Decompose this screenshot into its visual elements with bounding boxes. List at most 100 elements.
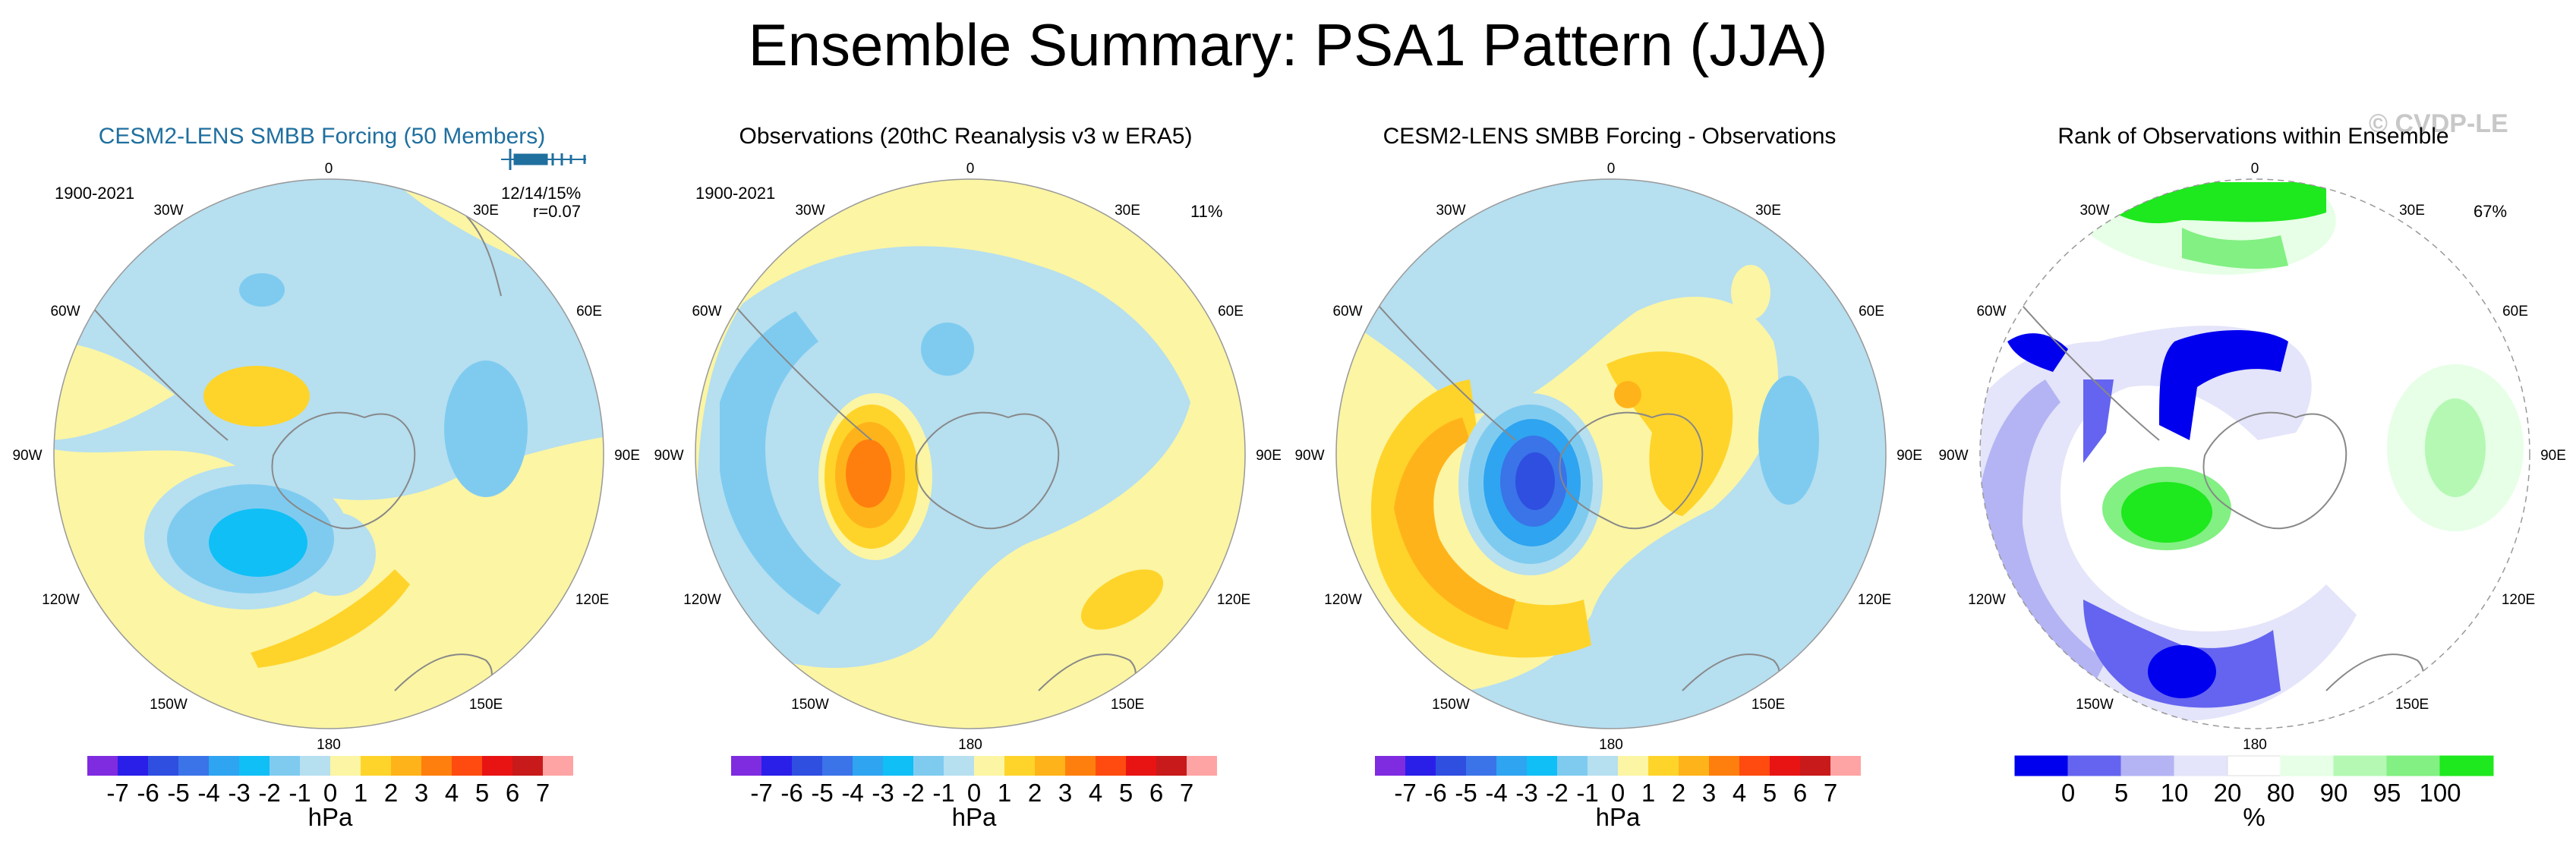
colorbar-tick-label: 3 (1058, 779, 1072, 807)
colorbar-swatch (2067, 755, 2122, 776)
colorbar-swatch (761, 756, 792, 776)
negative-anomaly-region (720, 311, 841, 615)
colorbar-swatch (2280, 755, 2335, 776)
antarctica-coast (2202, 411, 2347, 530)
colorbar-swatch (2439, 755, 2494, 776)
colorbar-swatch (330, 756, 361, 776)
colorbar-swatch (482, 756, 512, 776)
colorbar-swatch (2174, 755, 2228, 776)
colorbar-swatch (1065, 756, 1096, 776)
colorbar-swatch (944, 756, 974, 776)
colorbar-tick-label: 0 (323, 779, 337, 807)
colorbar-tick-label: -6 (137, 779, 159, 807)
colorbar-unit: hPa (1596, 803, 1641, 831)
positive-anomaly-region (54, 342, 175, 440)
rank-region-low (2159, 330, 2288, 440)
colorbar-swatch (1466, 756, 1496, 776)
colorbar-tick-label: -7 (1394, 779, 1416, 807)
colorbar-tick-label: -3 (1515, 779, 1537, 807)
colorbar-swatch (2014, 755, 2069, 776)
colorbar-tick-label: 20 (2214, 779, 2242, 807)
colorbar-swatch (452, 756, 482, 776)
negative-anomaly-region (209, 509, 307, 577)
colorbar-tick-label: -5 (811, 779, 833, 807)
colorbar-tick-label: 1 (354, 779, 367, 807)
rank-region-low (2007, 333, 2068, 372)
polar-map (53, 178, 604, 729)
colorbar-swatch (1156, 756, 1187, 776)
panel-title: Observations (20thC Reanalysis v3 w ERA5… (739, 124, 1193, 149)
rank-region-low (1980, 326, 2357, 721)
colorbar-unit: hPa (952, 803, 997, 831)
panel-difference: CESM2-LENS SMBB Forcing - Observations 0… (1288, 114, 1931, 847)
colorbar-tick-label: 2 (1028, 779, 1042, 807)
colorbar-swatch (1588, 756, 1618, 776)
colorbar-tick-label: 7 (1180, 779, 1193, 807)
colorbar-tick-label: 5 (475, 779, 489, 807)
colorbar-tick-label: 1 (998, 779, 1011, 807)
colorbar-swatch (792, 756, 822, 776)
watermark: © CVDP-LE (2369, 109, 2508, 138)
colorbar-tick-label: 0 (967, 779, 981, 807)
colorbar-tick-label: 2 (384, 779, 398, 807)
panel-observations: Observations (20thC Reanalysis v3 w ERA5… (644, 114, 1288, 847)
colorbar-hpa: -7 -6 -5 -4 -3 -2 -1 0 1 2 3 4 5 6 7 hPa (87, 756, 573, 831)
polar-map (1979, 178, 2530, 729)
colorbar-hpa: -7 -6 -5 -4 -3 -2 -1 0 1 2 3 4 5 6 7 hPa (731, 756, 1217, 831)
colorbar-tick-label: -3 (228, 779, 250, 807)
colorbar-tick-label: 0 (2061, 779, 2075, 807)
colorbar-swatch (2227, 755, 2281, 776)
polar-map (1335, 178, 1887, 729)
colorbar-swatch (512, 756, 543, 776)
stat-label: 11% (1190, 202, 1223, 221)
map-boundary (53, 178, 604, 729)
colorbar-swatch (270, 756, 300, 776)
south-america-coast (1363, 288, 1516, 441)
map-boundary (695, 178, 1246, 729)
colorbar-tick-label: 80 (2267, 779, 2295, 807)
colorbar-tick-label: -7 (750, 779, 772, 807)
colorbar-swatch (87, 756, 118, 776)
colorbar-tick-label: -3 (872, 779, 894, 807)
colorbar-swatch (1618, 756, 1648, 776)
correlation-label: r=0.07 (533, 202, 581, 221)
negative-anomaly-region (444, 361, 528, 497)
colorbar-swatch (118, 756, 148, 776)
colorbar-tick-label: 5 (2114, 779, 2128, 807)
rank-region-low (2083, 379, 2114, 463)
colorbar-tick-label: 10 (2161, 779, 2189, 807)
colorbar-swatch (1375, 756, 1405, 776)
colorbar-tick-label: -4 (841, 779, 863, 807)
colorbar-tick-label: -2 (902, 779, 924, 807)
rank-region-low (1980, 379, 2106, 691)
colorbar-tick-label: 0 (1611, 779, 1625, 807)
colorbar-tick-label: -1 (1576, 779, 1598, 807)
colorbar-swatch (2120, 755, 2175, 776)
colorbar-swatch (1496, 756, 1527, 776)
colorbar-swatch (1035, 756, 1065, 776)
colorbar-tick-label: -2 (1546, 779, 1568, 807)
colorbar-swatch (361, 756, 391, 776)
antarctica-coast (915, 411, 1060, 530)
colorbar-swatch (391, 756, 421, 776)
colorbar-tick-label: 95 (2373, 779, 2401, 807)
years-label: 1900-2021 (55, 184, 135, 203)
colorbar-swatch (239, 756, 270, 776)
colorbar-swatch (1800, 756, 1830, 776)
colorbar-swatch (1679, 756, 1709, 776)
colorbar-tick-label: 6 (506, 779, 519, 807)
colorbar-swatch (1405, 756, 1436, 776)
panel-ensemble-mean: CESM2-LENS SMBB Forcing (50 Members) 190… (0, 114, 644, 847)
colorbar-tick-label: -6 (1424, 779, 1446, 807)
colorbar-swatch (974, 756, 1004, 776)
negative-anomaly-region (921, 323, 974, 376)
negative-anomaly-region (1515, 452, 1555, 510)
rank-region-high (2425, 398, 2486, 497)
colorbar-swatch (1436, 756, 1466, 776)
colorbar-swatch (178, 756, 209, 776)
positive-anomaly-region (1080, 569, 1164, 630)
colorbar-swatch (913, 756, 944, 776)
negative-anomaly-region (239, 273, 285, 307)
south-america-coast (2007, 288, 2160, 441)
panel-title: CESM2-LENS SMBB Forcing (50 Members) (98, 124, 546, 149)
